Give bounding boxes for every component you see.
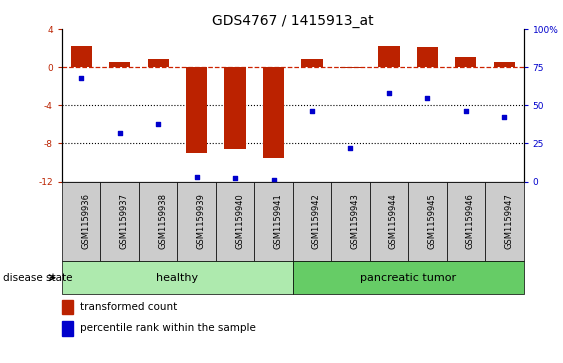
Text: GSM1159941: GSM1159941	[274, 193, 283, 249]
Bar	[62, 321, 73, 335]
Point	[461, 109, 470, 114]
Bar	[293, 182, 331, 261]
Bar	[62, 182, 100, 261]
Bar	[370, 182, 408, 261]
Bar	[494, 62, 515, 67]
Bar	[225, 67, 245, 149]
Bar	[139, 182, 177, 261]
Point	[385, 90, 394, 96]
Bar	[408, 182, 446, 261]
Bar	[177, 182, 216, 261]
Bar	[378, 46, 400, 67]
Bar	[148, 58, 169, 67]
Text: percentile rank within the sample: percentile rank within the sample	[81, 323, 256, 334]
Text: GSM1159946: GSM1159946	[466, 193, 475, 249]
Point	[269, 177, 278, 183]
Bar	[340, 67, 361, 68]
Text: GSM1159942: GSM1159942	[312, 193, 321, 249]
Text: pancreatic tumor: pancreatic tumor	[360, 273, 456, 283]
Bar	[109, 62, 130, 67]
Bar	[455, 57, 476, 67]
Bar	[293, 261, 524, 294]
Text: GSM1159944: GSM1159944	[389, 193, 398, 249]
Bar	[331, 182, 370, 261]
Bar	[70, 46, 92, 67]
Text: transformed count: transformed count	[81, 302, 178, 312]
Point	[307, 109, 316, 114]
Bar	[186, 67, 207, 153]
Bar	[485, 182, 524, 261]
Bar	[446, 182, 485, 261]
Point	[423, 95, 432, 101]
Text: GSM1159939: GSM1159939	[196, 193, 205, 249]
Point	[346, 145, 355, 151]
Bar	[301, 58, 323, 67]
Bar	[417, 47, 438, 67]
Bar	[100, 182, 139, 261]
Point	[192, 174, 201, 180]
Title: GDS4767 / 1415913_at: GDS4767 / 1415913_at	[212, 14, 374, 28]
Text: GSM1159947: GSM1159947	[504, 193, 513, 249]
Text: GSM1159938: GSM1159938	[158, 193, 167, 249]
Text: GSM1159937: GSM1159937	[119, 193, 128, 249]
Text: GSM1159943: GSM1159943	[350, 193, 359, 249]
Text: healthy: healthy	[157, 273, 198, 283]
Bar	[263, 67, 284, 158]
Bar	[62, 261, 293, 294]
Bar	[216, 182, 254, 261]
Text: GSM1159945: GSM1159945	[427, 193, 436, 249]
Point	[77, 75, 86, 81]
Point	[154, 121, 163, 126]
Text: GSM1159940: GSM1159940	[235, 193, 244, 249]
Point	[115, 130, 124, 136]
Point	[500, 115, 509, 121]
Text: GSM1159936: GSM1159936	[81, 193, 90, 249]
Text: disease state: disease state	[3, 273, 72, 283]
Bar	[254, 182, 293, 261]
Point	[231, 176, 240, 182]
Bar	[62, 300, 73, 314]
